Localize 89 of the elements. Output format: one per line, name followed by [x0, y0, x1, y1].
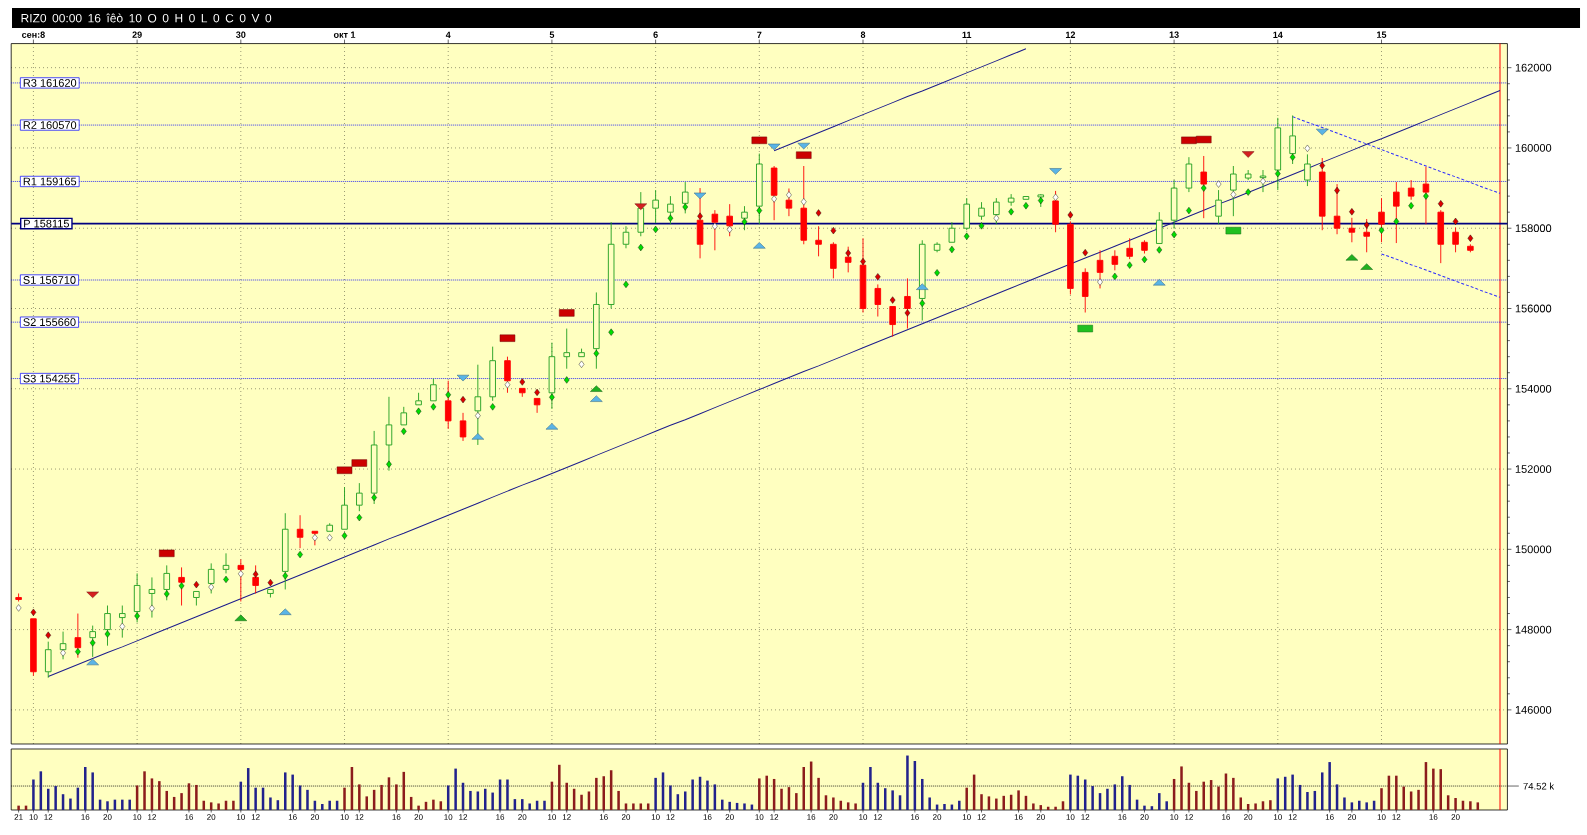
x-tick-label: 20	[518, 814, 527, 820]
x-tick-label: 16	[1014, 814, 1023, 820]
x-tick-label: 10	[444, 814, 453, 820]
x-tick-label: 12	[44, 814, 53, 820]
x-tick-label: 20	[621, 814, 631, 820]
x-tick-label: 16	[288, 814, 297, 820]
x-tick-label: 16	[392, 814, 401, 820]
x-tick-label: 20	[1036, 814, 1045, 820]
x-tick-label: 12	[1185, 814, 1193, 820]
x-tick-label: 16	[1429, 814, 1438, 820]
x-tick-label: 10	[755, 814, 764, 820]
x-tick-label: 5	[549, 31, 555, 38]
x-tick-label: окт 1	[333, 31, 356, 38]
y-tick-label: 148000	[1515, 625, 1552, 634]
x-tick-label: 16	[599, 814, 608, 820]
x-tick-label: 10	[859, 814, 868, 820]
chart-title: RIZ0 00:00 16 îêò 10 O 0 H 0 L 0 C 0 V 0	[21, 13, 272, 23]
x-tick-label: 12	[666, 814, 675, 820]
y-tick-label: 156000	[1515, 304, 1552, 313]
x-tick-label: 10	[236, 814, 245, 820]
y-tick-label: 146000	[1515, 706, 1552, 714]
x-tick-label: 16	[81, 814, 90, 820]
x-tick-label: 10	[962, 814, 971, 820]
x-tick-label: 6	[653, 31, 658, 38]
x-tick-label: 20	[933, 814, 942, 820]
y-tick-label: 154000	[1515, 384, 1552, 393]
x-tick-label: 12	[1065, 31, 1076, 38]
x-tick-label: 10	[651, 814, 660, 820]
x-tick-label: 10	[1273, 814, 1282, 820]
x-tick-label: 16	[1325, 814, 1334, 820]
x-tick-label: 16	[185, 814, 194, 820]
x-tick-label: 10	[29, 814, 38, 820]
x-tick-label: 10	[1170, 814, 1179, 820]
x-tick-label: 20	[829, 814, 838, 820]
x-tick-label: 12	[148, 814, 156, 820]
x-tick-label: 16	[496, 814, 505, 820]
x-tick-label: 16	[807, 814, 816, 820]
x-tick-label: 12	[562, 814, 571, 820]
x-tick-label: 12	[1392, 814, 1401, 820]
x-tick-label: 16	[703, 814, 712, 820]
x-tick-label: 20	[414, 814, 423, 820]
x-tick-label: 10	[1066, 814, 1075, 820]
x-tick-label: 12	[355, 814, 364, 820]
y-tick-label: 160000	[1515, 144, 1552, 152]
x-tick-label: 20	[207, 814, 216, 820]
x-tick-label: 29	[132, 31, 142, 38]
ref-line-label: 74.52 k	[1523, 782, 1555, 790]
y-tick-label: 152000	[1515, 465, 1552, 473]
x-tick-label: 15	[1377, 31, 1387, 38]
x-tick-label: 12	[1288, 814, 1297, 820]
x-tick-label: 20	[1347, 814, 1357, 820]
x-tick-label: 12	[459, 814, 468, 820]
x-tick-label: 12	[873, 814, 882, 820]
x-tick-label: сен:8	[22, 31, 45, 38]
x-tick-label: 13	[1169, 31, 1179, 38]
x-tick-label: 20	[103, 814, 112, 820]
ref-line-label: R1 159165	[23, 177, 77, 186]
y-tick-label: 150000	[1515, 545, 1552, 554]
x-tick-label: 12	[251, 814, 260, 820]
x-tick-label: 16	[911, 814, 919, 820]
y-tick-label: 158000	[1515, 224, 1552, 233]
x-tick-label: 16	[1222, 814, 1231, 820]
x-tick-label: 21	[14, 814, 23, 820]
ref-line-label: S1 156710	[23, 276, 76, 284]
x-tick-label: 12	[977, 814, 986, 820]
x-tick-label: 20	[725, 814, 734, 820]
x-tick-label: 8	[860, 31, 866, 38]
x-tick-label: 30	[236, 31, 246, 38]
x-tick-label: 10	[340, 814, 349, 820]
x-tick-label: 20	[1140, 814, 1149, 820]
x-tick-label: 12	[1081, 814, 1090, 820]
y-tick-label: 162000	[1515, 63, 1552, 72]
x-tick-label: 11	[962, 31, 972, 38]
ref-line-label: R2 160570	[23, 121, 77, 129]
ref-line-label: P 158115	[24, 219, 70, 228]
x-tick-label: 20	[1244, 814, 1253, 820]
ref-line-label: S3 154255	[23, 374, 76, 383]
x-tick-label: 4	[445, 31, 451, 38]
x-tick-label: 12	[770, 814, 779, 820]
x-tick-label: 20	[1451, 814, 1460, 820]
ref-line-label: R3 161620	[23, 79, 77, 87]
x-tick-label: 14	[1273, 31, 1283, 38]
x-tick-label: 7	[757, 31, 762, 38]
x-tick-label: 10	[1377, 814, 1386, 820]
x-tick-label: 10	[548, 814, 557, 820]
x-tick-label: 20	[310, 814, 320, 820]
x-tick-label: 10	[133, 814, 142, 820]
x-tick-label: 16	[1118, 814, 1127, 820]
ref-line-label: S2 155660	[23, 318, 76, 327]
